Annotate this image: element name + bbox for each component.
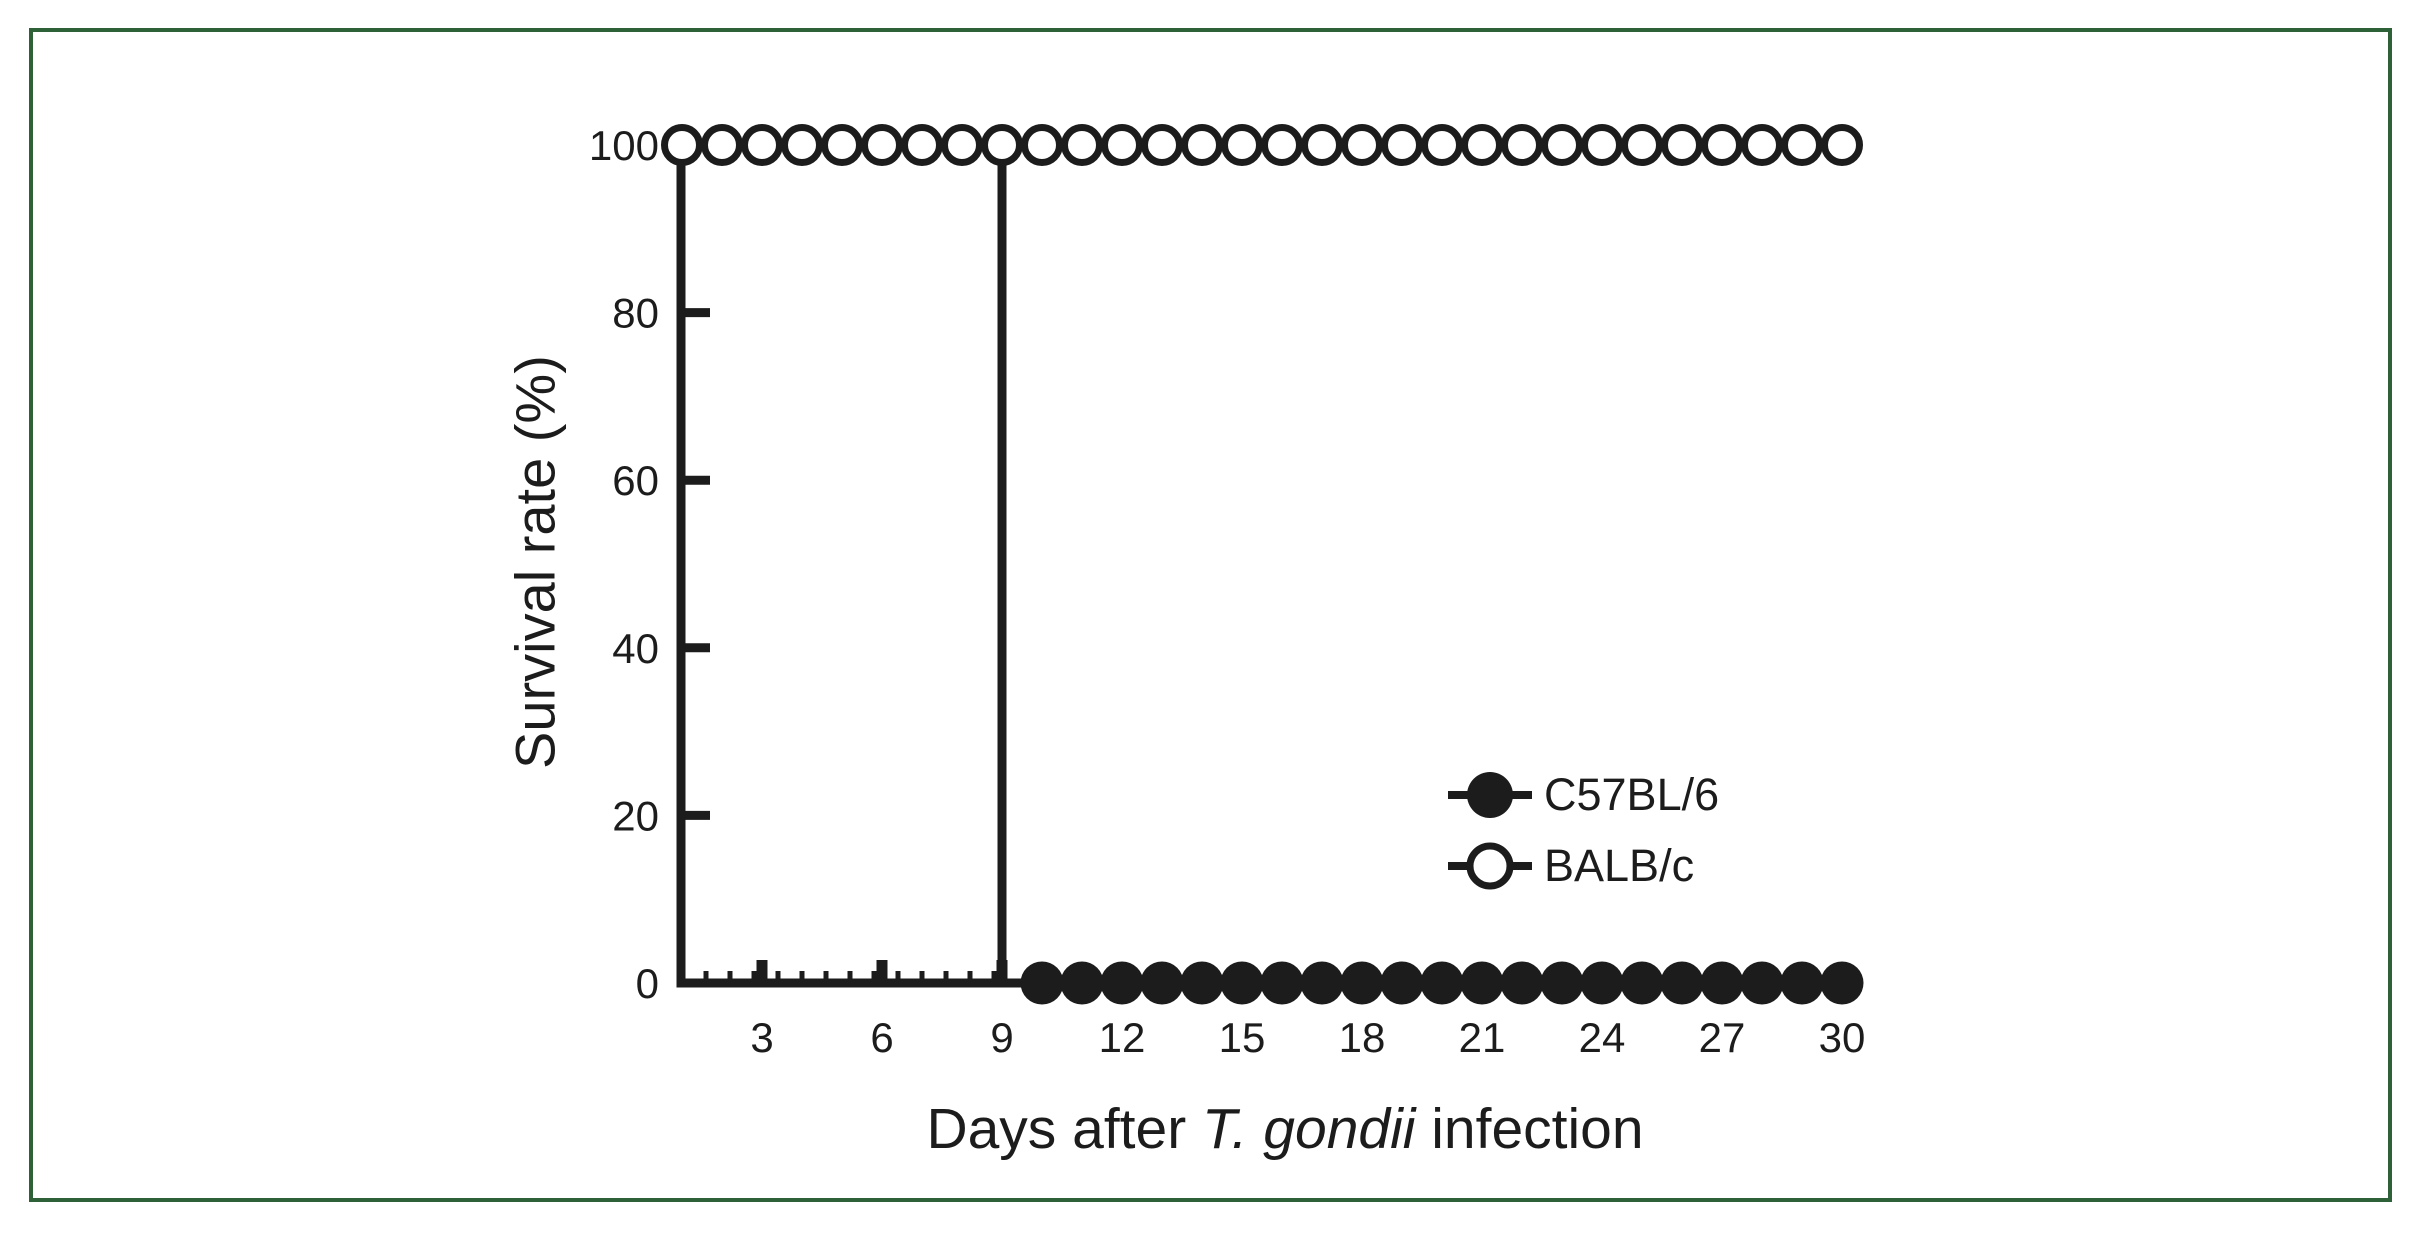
legend-label-c57bl6: C57BL/6 xyxy=(1544,768,1720,820)
filled-data-marker xyxy=(1220,961,1264,1005)
open-data-marker xyxy=(1821,124,1863,166)
open-data-marker xyxy=(941,124,983,166)
open-data-marker xyxy=(781,124,823,166)
open-data-marker xyxy=(1741,124,1783,166)
open-data-marker xyxy=(1461,124,1503,166)
filled-data-marker xyxy=(1260,961,1304,1005)
x-tick-label: 27 xyxy=(1699,1014,1746,1061)
open-data-marker xyxy=(1181,124,1223,166)
filled-data-marker xyxy=(1460,961,1504,1005)
open-data-marker xyxy=(1021,124,1063,166)
open-data-marker xyxy=(1501,124,1543,166)
open-data-marker xyxy=(741,124,783,166)
filled-data-marker xyxy=(1020,961,1064,1005)
x-tick-label: 3 xyxy=(750,1014,773,1061)
open-data-marker xyxy=(821,124,863,166)
open-data-marker xyxy=(1261,124,1303,166)
open-data-marker xyxy=(701,124,743,166)
open-data-marker xyxy=(1061,124,1103,166)
y-tick-label: 40 xyxy=(612,625,659,672)
open-data-marker xyxy=(901,124,943,166)
legend: C57BL/6 BALB/c xyxy=(1448,759,1719,901)
filled-data-marker xyxy=(1060,961,1104,1005)
open-data-marker xyxy=(1301,124,1343,166)
open-data-marker xyxy=(1541,124,1583,166)
x-tick-label: 30 xyxy=(1819,1014,1866,1061)
filled-data-marker xyxy=(1620,961,1664,1005)
filled-data-marker xyxy=(1300,961,1344,1005)
y-axis-title: Survival rate (%) xyxy=(503,355,567,770)
filled-data-marker xyxy=(1180,961,1224,1005)
y-tick-label: 100 xyxy=(589,122,659,169)
filled-data-marker xyxy=(1580,961,1624,1005)
x-tick-label: 24 xyxy=(1579,1014,1626,1061)
x-tick-label: 21 xyxy=(1459,1014,1506,1061)
filled-circle-marker-icon xyxy=(1448,771,1532,818)
x-tick-label: 6 xyxy=(870,1014,893,1061)
x-tick-label: 18 xyxy=(1339,1014,1386,1061)
legend-entry-balbc: BALB/c xyxy=(1448,830,1719,901)
open-data-marker xyxy=(1581,124,1623,166)
open-data-marker xyxy=(861,124,903,166)
open-data-marker xyxy=(1701,124,1743,166)
open-circle-marker-icon xyxy=(1448,842,1532,889)
filled-data-marker xyxy=(1820,961,1864,1005)
y-tick-label: 80 xyxy=(612,290,659,337)
y-tick-label: 0 xyxy=(636,960,659,1007)
open-data-marker xyxy=(661,124,703,166)
open-data-marker xyxy=(1661,124,1703,166)
x-axis-title-suffix: infection xyxy=(1415,1097,1644,1161)
filled-data-marker xyxy=(1140,961,1184,1005)
filled-data-marker xyxy=(1700,961,1744,1005)
y-tick-label: 20 xyxy=(612,792,659,839)
open-data-marker xyxy=(1221,124,1263,166)
x-tick-label: 9 xyxy=(990,1014,1013,1061)
x-tick-label: 12 xyxy=(1099,1014,1146,1061)
open-data-marker xyxy=(1381,124,1423,166)
x-axis-title-italic: T. gondii xyxy=(1202,1097,1416,1161)
x-axis-title: Days after T. gondii infection xyxy=(690,1096,1880,1162)
filled-data-marker xyxy=(1100,961,1144,1005)
filled-data-marker xyxy=(1500,961,1544,1005)
filled-data-marker xyxy=(1740,961,1784,1005)
filled-data-marker xyxy=(1420,961,1464,1005)
open-data-marker xyxy=(1101,124,1143,166)
open-data-marker xyxy=(1341,124,1383,166)
x-axis-title-prefix: Days after xyxy=(926,1097,1203,1161)
open-data-marker xyxy=(981,124,1023,166)
filled-data-marker xyxy=(1540,961,1584,1005)
figure-border xyxy=(29,28,2392,1202)
open-data-marker xyxy=(1781,124,1823,166)
open-data-marker xyxy=(1141,124,1183,166)
x-tick-label: 15 xyxy=(1219,1014,1266,1061)
legend-entry-c57bl6: C57BL/6 xyxy=(1448,759,1719,830)
filled-data-marker xyxy=(1380,961,1424,1005)
open-data-marker xyxy=(1621,124,1663,166)
filled-data-marker xyxy=(1660,961,1704,1005)
filled-data-marker xyxy=(1340,961,1384,1005)
open-data-marker xyxy=(1421,124,1463,166)
y-tick-label: 60 xyxy=(612,457,659,504)
filled-data-marker xyxy=(1780,961,1824,1005)
legend-label-balbc: BALB/c xyxy=(1544,839,1695,891)
